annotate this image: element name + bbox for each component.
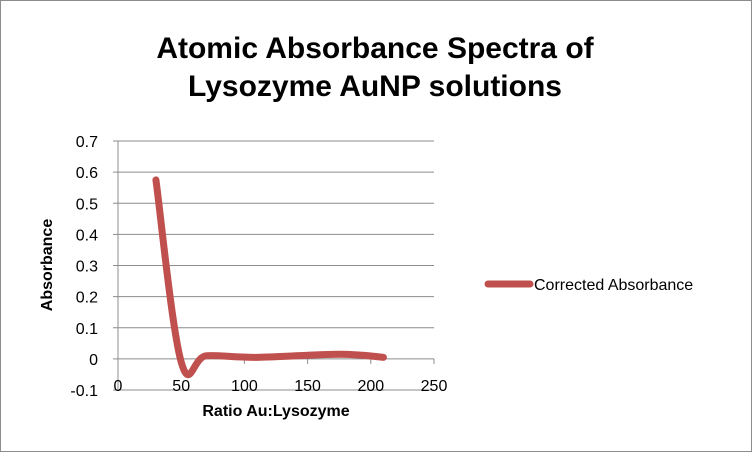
x-axis-label: Ratio Au:Lysozyme: [202, 403, 349, 420]
legend-label: Corrected Absorbance: [534, 277, 693, 294]
tick-labels: -0.1 0 0.1 0.2 0.3 0.4 0.5 0.6 0.7 0 50 100 150 200 25…: [70, 134, 447, 400]
x-tick-label-3: 150: [294, 378, 321, 395]
y-tick-label-2: 0.1: [76, 321, 98, 338]
x-tick-label-2: 100: [231, 378, 258, 395]
x-tick-label-0: 0: [114, 378, 123, 395]
y-tick-label-7: 0.6: [76, 165, 98, 182]
y-tick-label-6: 0.5: [76, 196, 98, 213]
y-tick-label-8: 0.7: [76, 134, 98, 151]
series-line-corrected-absorbance: [152, 176, 387, 379]
legend: Corrected Absorbance: [484, 277, 693, 294]
y-tick-label-4: 0.3: [76, 259, 98, 276]
y-tick-label-5: 0.4: [76, 227, 98, 244]
x-tick-label-5: 250: [421, 378, 448, 395]
chart-title-line-1: Atomic Absorbance Spectra of: [156, 32, 594, 65]
series-layer: [152, 176, 387, 379]
y-axis-label: Absorbance: [39, 219, 56, 312]
chart-title-line-2: Lysozyme AuNP solutions: [188, 70, 562, 103]
y-tick-label-1: 0: [89, 352, 98, 369]
x-tick-label-1: 50: [172, 378, 190, 395]
x-tick-label-4: 200: [357, 378, 384, 395]
y-tick-label-3: 0.2: [76, 290, 98, 307]
y-tick-label-0: -0.1: [70, 383, 98, 400]
chart-title: Atomic Absorbance Spectra of Lysozyme Au…: [0, 30, 750, 106]
